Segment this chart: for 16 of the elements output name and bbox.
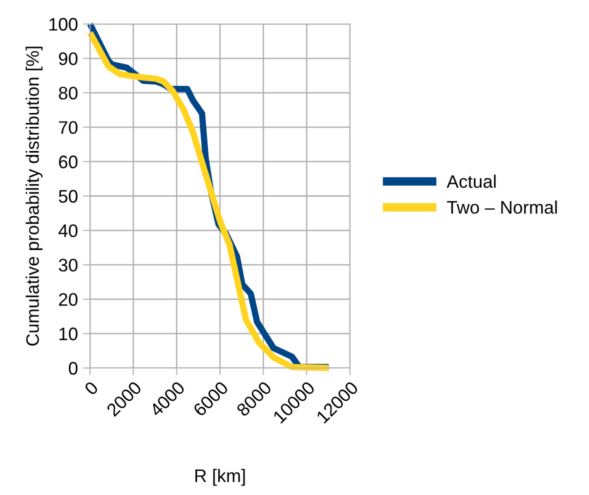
legend-label: Two – Normal: [447, 200, 557, 214]
y-tick-label: 10: [59, 328, 78, 340]
y-tick-label: 50: [58, 190, 78, 203]
y-tick-label: 30: [58, 258, 78, 272]
legend-label: Actual: [446, 174, 496, 188]
y-tick-label: 70: [59, 121, 78, 134]
x-axis-title: R [km]: [195, 468, 245, 486]
y-tick-label: 20: [59, 293, 78, 306]
y-axis-title: Cumulative probability distribution [%]: [26, 46, 43, 346]
y-tick-label: 80: [58, 86, 78, 100]
y-tick-label: 90: [58, 52, 78, 66]
y-tick-label: 100: [49, 18, 78, 31]
y-tick-label: 40: [58, 224, 78, 238]
y-tick-label: 0: [68, 362, 78, 375]
x-tick-label: 0: [84, 380, 99, 396]
y-tick-label: 60: [59, 156, 78, 168]
